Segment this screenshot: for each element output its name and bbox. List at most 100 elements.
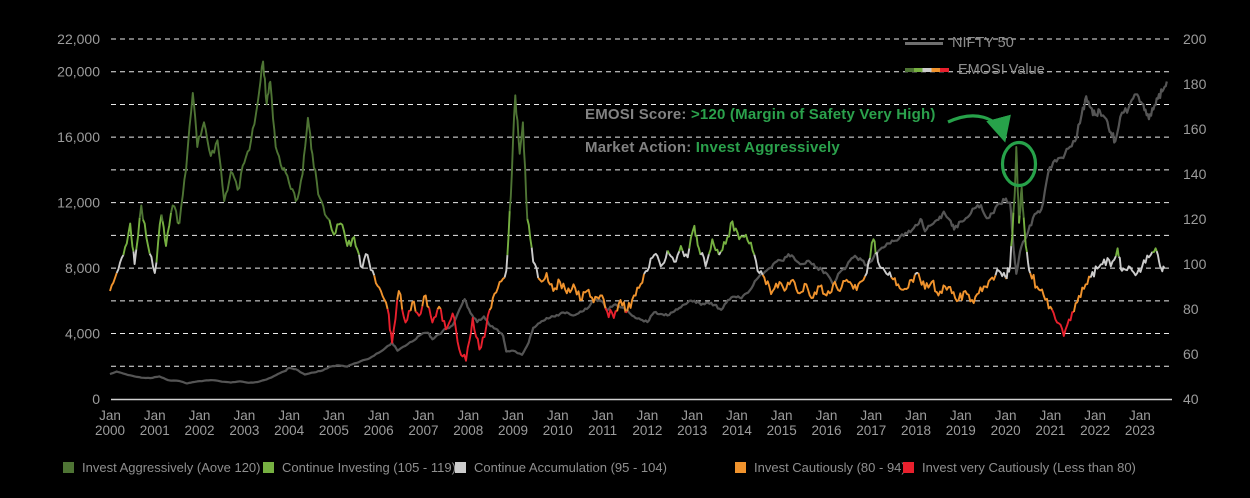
- annotation-market-action: Market Action: Invest Aggressively: [585, 139, 840, 156]
- x-axis-tick-label: Jan 2008: [453, 408, 483, 438]
- x-axis-tick-label: Jan 2016: [811, 408, 841, 438]
- x-axis-tick-label: Jan 2004: [274, 408, 305, 438]
- emosi-line-segment: [1005, 246, 1013, 279]
- y-axis-right-tick-label: 120: [1183, 211, 1207, 227]
- legend-label-nifty50: NIFTY 50: [952, 35, 1014, 51]
- x-axis-tick-label: Jan 2021: [1035, 408, 1065, 438]
- emosi-line-segment: [1114, 247, 1120, 257]
- emosi-line-segment: [1152, 247, 1158, 254]
- emosi-line-segment: [666, 250, 671, 255]
- y-axis-left-tick-label: 16,000: [57, 129, 100, 145]
- x-axis-tick-label: Jan 2020: [991, 408, 1021, 438]
- y-axis-right-tick-label: 40: [1183, 391, 1199, 407]
- emosi-line-segment: [439, 308, 491, 362]
- x-axis-tick-label: Jan 2007: [408, 408, 438, 438]
- emosi-line-segment: [753, 254, 764, 276]
- emosi-line-segment: [699, 252, 710, 268]
- y-axis-left-tick-label: 20,000: [57, 64, 100, 80]
- emosi-line-segment: [386, 299, 399, 344]
- legend-label-invest-cautiously: Invest Cautiously (80 - 94): [754, 460, 906, 475]
- emosi-line-segment: [875, 251, 893, 278]
- emosi-line-segment: [537, 272, 607, 309]
- y-axis-right-tick-label: 180: [1183, 76, 1207, 92]
- emosi-line-segment: [1025, 251, 1032, 274]
- emosi-line-segment: [1010, 212, 1015, 247]
- x-axis-tick-label: Jan 2022: [1080, 408, 1110, 438]
- emosi-line-segment: [115, 254, 125, 274]
- emosi-line-segment: [1118, 251, 1154, 277]
- emosi-line-segment: [170, 204, 179, 224]
- emosi-line-segment: [1018, 215, 1021, 224]
- emosi-line-segment: [708, 238, 720, 256]
- emosi-line-segment: [109, 272, 118, 292]
- emosi-line-segment: [396, 290, 404, 310]
- nifty50-line-swatch: [905, 41, 943, 45]
- x-axis-tick-label: Jan 2010: [543, 408, 573, 438]
- emosi-line-segment: [508, 94, 529, 220]
- annotation-arrow: [947, 114, 1011, 143]
- emosi-line-segment: [401, 309, 411, 324]
- y-axis-right-tick-label: 60: [1183, 346, 1199, 362]
- x-axis-tick-label: Jan 2019: [946, 408, 976, 438]
- y-axis-right-tick-label: 100: [1183, 256, 1207, 272]
- emosi-line-segment: [1022, 217, 1028, 253]
- emosi-line-segment: [160, 214, 164, 222]
- y-axis-right-tick-label: 200: [1183, 31, 1207, 47]
- x-axis-tick-label: Jan 2023: [1125, 408, 1155, 438]
- emosi-line-segment: [155, 214, 163, 263]
- x-axis-tick-label: Jan 2000: [95, 408, 125, 438]
- legend-item-emosi-value: EMOSI Value: [905, 62, 1045, 78]
- x-axis-tick-label: Jan 2011: [588, 408, 617, 438]
- axis-labels: 22,000 20,000 16,000 12,000 8,000 4,000 0 200 18…: [57, 31, 1206, 438]
- legend-swatch-invest-aggressively: [63, 462, 74, 473]
- y-axis-left-tick-label: 4,000: [65, 326, 100, 342]
- emosi-line-segment: [678, 245, 684, 252]
- emosi-line-segment: [328, 219, 361, 256]
- emosi-line-segment: [148, 253, 158, 274]
- emosi-line-segment: [436, 305, 442, 310]
- highlight-circle: [1000, 140, 1038, 188]
- emosi-line-segment: [616, 299, 627, 313]
- x-axis-tick-label: Jan 2006: [364, 408, 394, 438]
- legend-item-continue-accumulation: Continue Accumulation (95 - 104): [455, 460, 667, 475]
- legend-swatch-invest-very-cautiously: [903, 462, 914, 473]
- emosi-line-segment: [1018, 186, 1025, 218]
- legend-label-continue-accumulation: Continue Accumulation (95 - 104): [474, 460, 667, 475]
- emosi-line-segment: [414, 306, 424, 317]
- emosi-line-segment: [178, 60, 331, 224]
- emosi-line-segment: [718, 251, 722, 256]
- emosi-line-segment: [1089, 255, 1117, 278]
- annotation-action-value: Invest Aggressively: [695, 139, 840, 156]
- emosi-line-segment: [604, 307, 618, 319]
- emosi-line-segment: [530, 247, 540, 279]
- emosi-line-segment: [688, 224, 702, 256]
- annotation-score-value: >120 (Margin of Safety Very High): [690, 106, 936, 123]
- emosi-line-segment: [138, 204, 144, 220]
- emosi-line-segment: [409, 300, 417, 312]
- emosi-value-line-swatch: [905, 68, 949, 72]
- emosi-line-segment: [890, 274, 916, 291]
- x-axis-tick-label: Jan 2003: [229, 408, 259, 438]
- x-axis-tick-label: Jan 2012: [632, 408, 662, 438]
- emosi-line-segment: [681, 248, 691, 259]
- emosi-line-segment: [1051, 309, 1075, 337]
- x-axis-tick-label: Jan 2005: [319, 408, 349, 438]
- legend-item-nifty50: NIFTY 50: [905, 35, 1014, 51]
- emosi-line-segment: [161, 212, 172, 247]
- legend-item-invest-very-cautiously: Invest very Cautiously (Less than 80): [903, 460, 1136, 475]
- y-axis-left-tick-label: 12,000: [57, 195, 100, 211]
- highlight-annotation-shapes: [947, 114, 1038, 188]
- emosi-line-segment: [506, 211, 511, 256]
- legend-label-continue-investing: Continue Investing (105 - 119): [282, 460, 456, 475]
- emosi-line-segment: [668, 250, 681, 263]
- y-axis-left-tick-label: 22,000: [57, 31, 100, 47]
- emosi-line-segment: [1072, 275, 1092, 313]
- legend-swatch-continue-investing: [263, 462, 274, 473]
- y-axis-left-tick-label: 0: [92, 391, 100, 407]
- x-axis-tick-label: Jan 2013: [677, 408, 707, 438]
- emosi-line-segment: [421, 294, 430, 309]
- emosi-line-segment: [626, 273, 645, 312]
- emosi-line-segment: [132, 249, 138, 265]
